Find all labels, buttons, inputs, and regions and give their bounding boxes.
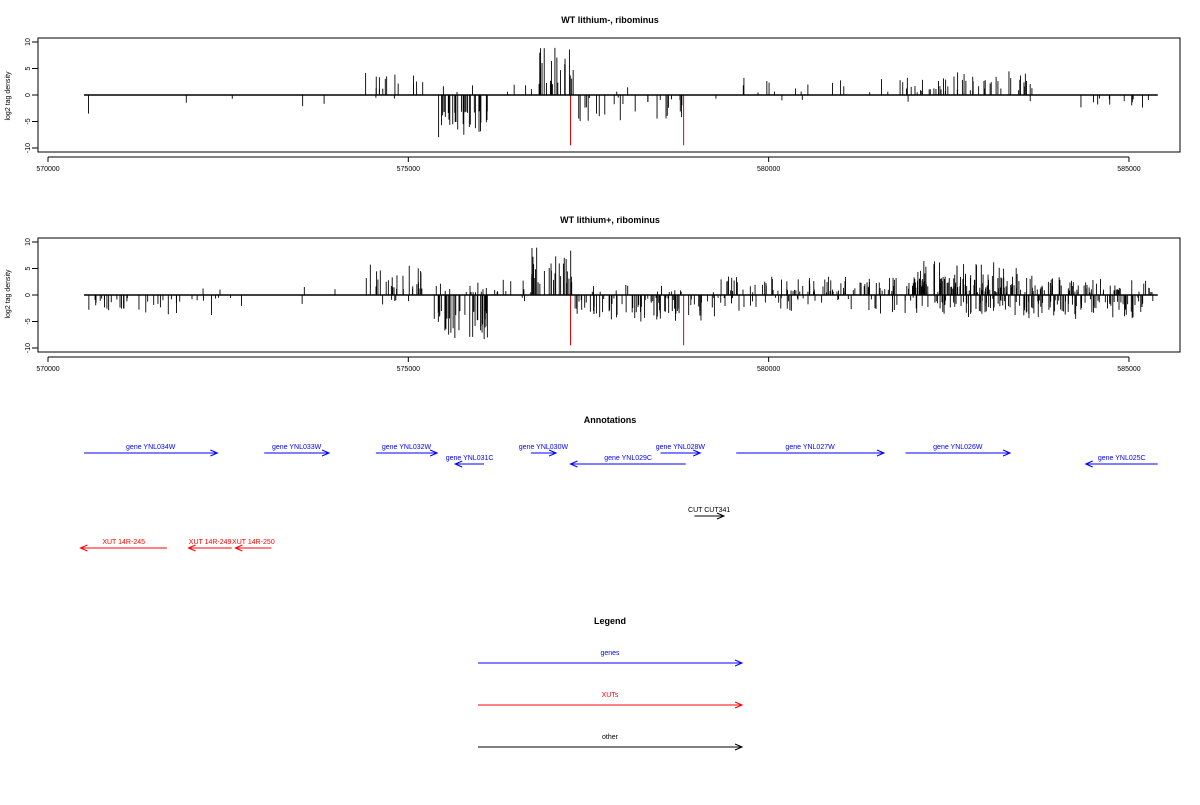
arrow-head	[548, 449, 558, 457]
arrow-head	[734, 701, 744, 709]
x-tick-label: 570000	[36, 366, 59, 373]
signal-bars	[84, 247, 1158, 346]
arrow-head	[716, 512, 726, 520]
x-axis: 570000 575000 580000 585000	[36, 156, 1141, 173]
y-axis-label: log2 tag density	[5, 71, 12, 121]
feature-label: XUT 14R-250	[232, 539, 275, 546]
y-tick-label: 0	[25, 293, 32, 297]
track-panel-lithium-minus: WT lithium-, ribominus log2 tag density …	[5, 15, 1181, 173]
x-tick-label: 575000	[397, 166, 420, 173]
arrow-head	[210, 449, 219, 457]
y-tick-label: -5	[25, 118, 32, 124]
arrow-head	[79, 544, 88, 552]
feature-label: gene YNL028W	[656, 444, 706, 451]
feature-label: gene YNL034W	[126, 444, 176, 451]
feature-arrow: XUT 14R-249	[187, 539, 232, 552]
arrow-head	[734, 743, 744, 751]
y-tick-label: 0	[25, 93, 32, 97]
feature-arrow: XUT 14R-250	[232, 539, 275, 552]
feature-arrow: gene YNL033W	[264, 444, 331, 457]
x-tick-label: 580000	[757, 366, 780, 373]
feature-arrow: CUT CUT341	[688, 507, 730, 520]
feature-arrow: gene YNL028W	[656, 444, 706, 457]
feature-arrow: gene YNL034W	[84, 444, 219, 457]
feature-label: gene YNL027W	[785, 444, 835, 451]
feature-label: gene YNL026W	[933, 444, 983, 451]
feature-label: gene YNL025C	[1098, 455, 1146, 462]
feature-arrows: gene YNL034W gene YNL033W gene YNL032W gene…	[79, 444, 1158, 552]
arrow-head	[321, 449, 331, 457]
y-tick-label: -5	[25, 318, 32, 324]
x-tick-label: 575000	[397, 366, 420, 373]
arrow-head	[453, 460, 463, 468]
y-axis: 10 5 0 -5 -10	[25, 38, 38, 153]
arrow-head	[187, 544, 196, 552]
arrow-head	[876, 449, 886, 457]
y-tick-label: -10	[25, 143, 32, 153]
x-tick-label: 585000	[1117, 166, 1140, 173]
annotations-panel: Annotations gene YNL034W gene YNL033W gene…	[79, 415, 1158, 552]
feature-arrow: gene YNL030W	[519, 444, 569, 457]
feature-arrow: gene YNL026W	[905, 444, 1012, 457]
panel-title: WT lithium-, ribominus	[561, 15, 659, 25]
legend-items: genes XUTs other	[478, 650, 744, 751]
arrow-head	[692, 449, 702, 457]
arrow-head	[1002, 449, 1012, 457]
signal-bars	[84, 47, 1158, 146]
legend-label: genes	[600, 650, 620, 657]
feature-label: gene YNL030W	[519, 444, 569, 451]
x-tick-label: 570000	[36, 166, 59, 173]
legend-item: XUTs	[478, 692, 744, 709]
feature-label: gene YNL033W	[272, 444, 322, 451]
x-tick-label: 580000	[757, 166, 780, 173]
x-axis: 570000 575000 580000 585000	[36, 356, 1141, 373]
feature-label: CUT CUT341	[688, 507, 730, 514]
feature-label: gene YNL031C	[446, 455, 494, 462]
legend-label: XUTs	[602, 692, 619, 699]
y-axis: 10 5 0 -5 -10	[25, 238, 38, 353]
feature-label: gene YNL032W	[382, 444, 432, 451]
feature-arrow: gene YNL025C	[1084, 455, 1158, 468]
panel-title: WT lithium+, ribominus	[560, 215, 660, 225]
y-axis-label: log2 tag density	[5, 269, 12, 319]
arrow-head	[234, 544, 243, 552]
feature-arrow: gene YNL027W	[736, 444, 886, 457]
y-tick-label: 10	[25, 238, 32, 246]
arrow-head	[569, 460, 578, 468]
legend-item: other	[478, 734, 744, 751]
legend: Legend genes XUTs other	[478, 616, 744, 751]
y-tick-label: 5	[25, 66, 32, 70]
y-tick-label: 5	[25, 266, 32, 270]
x-tick-label: 585000	[1117, 366, 1140, 373]
feature-label: XUT 14R-245	[102, 539, 145, 546]
feature-label: XUT 14R-249	[189, 539, 232, 546]
annotations-title: Annotations	[584, 415, 637, 425]
track-panel-lithium-plus: WT lithium+, ribominus log2 tag density …	[5, 215, 1181, 373]
feature-arrow: gene YNL032W	[375, 444, 439, 457]
y-tick-label: 10	[25, 38, 32, 46]
feature-label: gene YNL029C	[604, 455, 652, 462]
legend-item: genes	[478, 650, 744, 667]
legend-label: other	[602, 734, 619, 741]
feature-arrow: gene YNL031C	[446, 455, 494, 468]
legend-title: Legend	[594, 616, 626, 626]
feature-arrow: XUT 14R-245	[79, 539, 167, 552]
y-tick-label: -10	[25, 343, 32, 353]
feature-arrow: gene YNL029C	[569, 455, 686, 468]
arrow-head	[429, 449, 439, 457]
arrow-head	[734, 659, 744, 667]
arrow-head	[1084, 460, 1093, 468]
